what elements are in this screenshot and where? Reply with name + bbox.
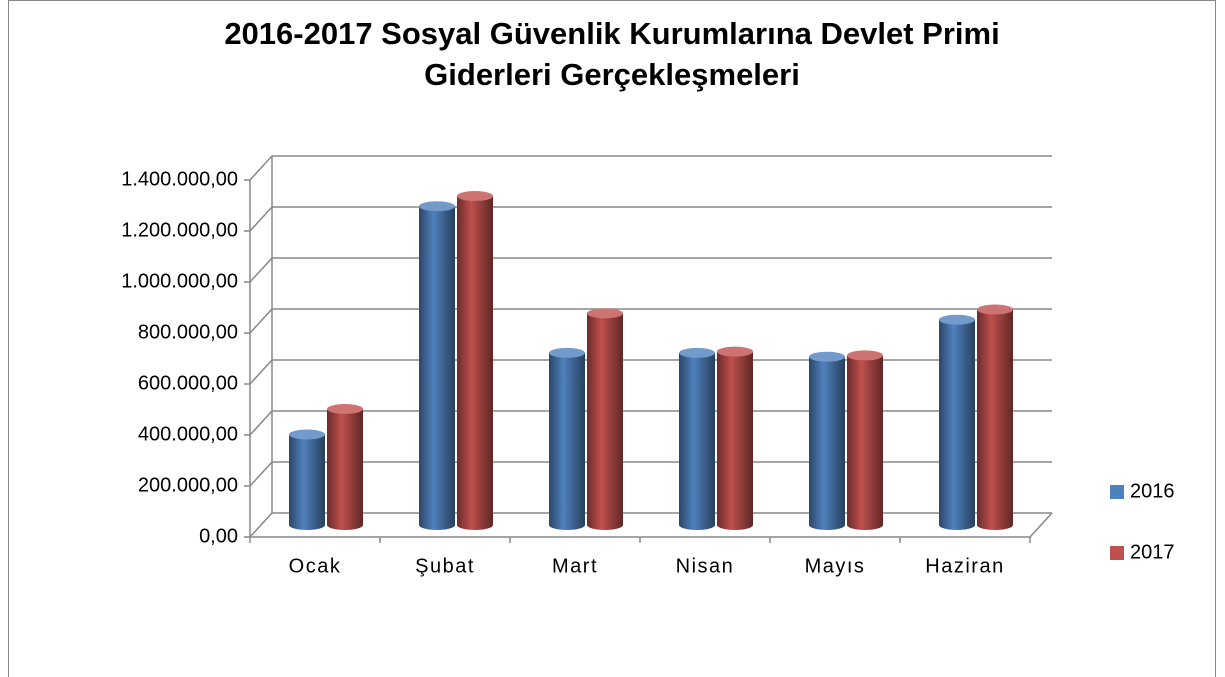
x-tick-label: Mayıs bbox=[805, 555, 866, 577]
bar-top bbox=[977, 304, 1013, 315]
bar bbox=[289, 434, 325, 525]
bar-top bbox=[847, 350, 883, 361]
x-tick-label: Şubat bbox=[415, 555, 475, 577]
x-tick-label: Nisan bbox=[676, 555, 735, 577]
y-tick-label: 200.000,00 bbox=[138, 474, 238, 496]
y-tick-label: 800.000,00 bbox=[138, 321, 238, 343]
bar bbox=[939, 319, 975, 525]
bar bbox=[809, 356, 845, 525]
legend-swatch bbox=[1110, 546, 1124, 560]
bar-top bbox=[457, 191, 493, 202]
bar-top bbox=[549, 347, 585, 358]
bar bbox=[587, 313, 623, 525]
bar bbox=[457, 196, 493, 526]
chart-title: Giderleri Gerçekleşmeleri bbox=[424, 57, 800, 92]
bar-top bbox=[679, 347, 715, 358]
bar bbox=[679, 352, 715, 525]
bar bbox=[327, 408, 363, 525]
bar bbox=[847, 355, 883, 525]
bar-top bbox=[327, 403, 363, 414]
bar-top bbox=[717, 346, 753, 357]
bar bbox=[419, 206, 455, 525]
bar bbox=[717, 351, 753, 525]
y-tick-label: 400.000,00 bbox=[138, 423, 238, 445]
legend-label: 2017 bbox=[1130, 541, 1175, 563]
x-tick-label: Ocak bbox=[289, 555, 342, 577]
y-tick-label: 1.400.000,00 bbox=[121, 168, 238, 190]
x-tick-label: Haziran bbox=[925, 555, 1004, 577]
bar bbox=[977, 309, 1013, 525]
bar bbox=[549, 352, 585, 525]
y-tick-label: 600.000,00 bbox=[138, 372, 238, 394]
bar-top bbox=[419, 201, 455, 212]
y-tick-label: 1.200.000,00 bbox=[121, 219, 238, 241]
bar-top bbox=[939, 314, 975, 325]
y-tick-label: 1.000.000,00 bbox=[121, 270, 238, 292]
bar-top bbox=[587, 308, 623, 319]
legend-label: 2016 bbox=[1130, 480, 1175, 502]
bar-top bbox=[809, 351, 845, 362]
y-tick-label: 0,00 bbox=[199, 525, 238, 547]
x-tick-label: Mart bbox=[552, 555, 598, 577]
bar-top bbox=[289, 429, 325, 440]
chart-title: 2016-2017 Sosyal Güvenlik Kurumlarına De… bbox=[224, 16, 999, 51]
legend-swatch bbox=[1110, 485, 1124, 499]
